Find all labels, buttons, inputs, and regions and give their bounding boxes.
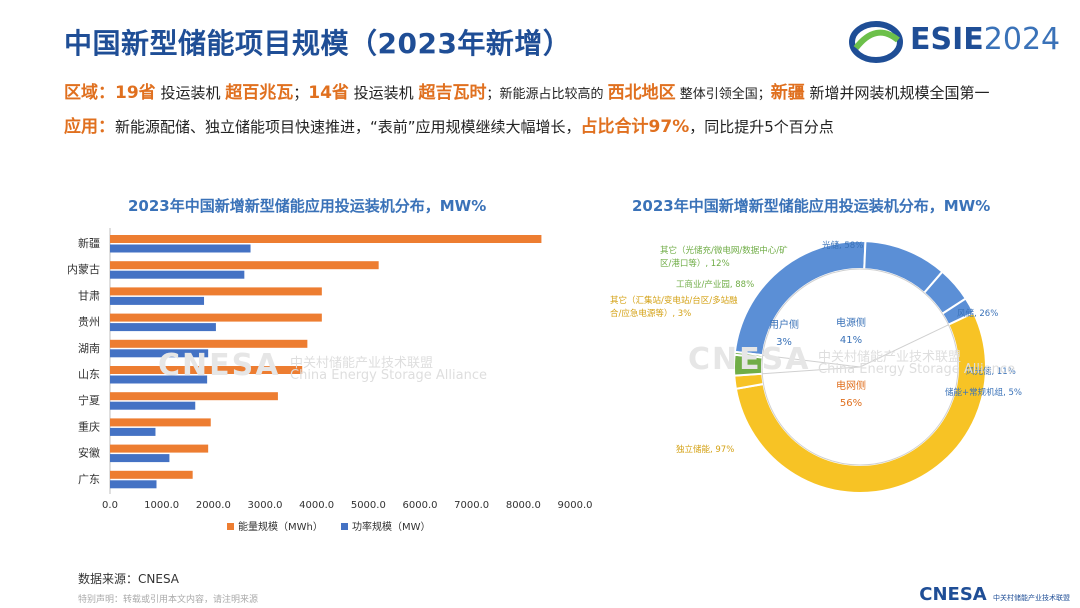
bar-energy bbox=[110, 418, 211, 427]
donut-inner-ring bbox=[761, 268, 959, 466]
bar-category-label: 甘肃 bbox=[78, 289, 100, 302]
bar-category-label: 广东 bbox=[78, 473, 100, 486]
bar-power bbox=[110, 349, 209, 358]
esie-logo: ESIE2024 bbox=[848, 18, 1060, 66]
legend-swatch bbox=[227, 523, 234, 530]
bar-energy bbox=[110, 287, 322, 296]
bar-x-tick-label: 9000.0 bbox=[558, 500, 593, 511]
watermark-left-cn: 中关村储能产业技术联盟 bbox=[290, 356, 434, 371]
bar-category-label: 重庆 bbox=[78, 419, 100, 433]
donut-outer-label: 工商业/产业园, 88% bbox=[676, 279, 754, 290]
bar-category-label: 湖南 bbox=[78, 342, 100, 355]
bar-chart-title: 2023年中国新增新型储能应用投运装机分布，MW% bbox=[128, 197, 487, 215]
bar-energy bbox=[110, 339, 308, 348]
watermark-right-cn: 中关村储能产业技术联盟 bbox=[818, 350, 962, 365]
bar-power bbox=[110, 244, 251, 253]
bar-x-tick-label: 8000.0 bbox=[506, 500, 541, 511]
donut-inner-divider bbox=[762, 366, 861, 375]
bar-energy bbox=[110, 392, 278, 401]
legend-label: 能量规模（MWh） bbox=[238, 520, 323, 533]
esie-logo-text: ESIE2024 bbox=[910, 22, 1061, 57]
bar-power bbox=[110, 480, 157, 489]
bar-x-tick-label: 4000.0 bbox=[299, 500, 334, 511]
bar-x-tick-label: 5000.0 bbox=[351, 500, 386, 511]
bar-power bbox=[110, 454, 170, 463]
data-source: 数据来源：CNESA bbox=[78, 572, 179, 586]
cnesa-footer-logo: CNESA 中关村储能产业技术联盟 bbox=[919, 584, 1070, 605]
bar-x-tick-label: 1000.0 bbox=[144, 500, 179, 511]
bar-category-label: 山东 bbox=[78, 368, 100, 381]
bar-x-tick-label: 6000.0 bbox=[403, 500, 438, 511]
bar-power bbox=[110, 323, 216, 332]
donut-outer-label: 风光储, 11% bbox=[966, 366, 1016, 377]
donut-outer-label: 风储, 26% bbox=[957, 308, 998, 319]
donut-inner-label: 电源侧 bbox=[836, 316, 866, 329]
bar-category-label: 宁夏 bbox=[78, 393, 100, 407]
donut-inner-divider bbox=[762, 354, 861, 368]
bar-category-label: 贵州 bbox=[78, 316, 100, 329]
bar-power bbox=[110, 375, 208, 384]
region-summary: 区域：19省 投运装机 超百兆瓦；14省 投运装机 超吉瓦时；新能源占比较高的 … bbox=[64, 83, 990, 103]
bar-x-tick-label: 0.0 bbox=[102, 500, 118, 511]
donut-inner-pct: 3% bbox=[776, 337, 792, 348]
bar-power bbox=[110, 427, 156, 436]
watermark-left-en: China Energy Storage Alliance bbox=[290, 368, 487, 383]
donut-inner-pct: 56% bbox=[840, 398, 862, 409]
watermark-left: CNESA bbox=[158, 348, 281, 383]
donut-inner-label: 电网侧 bbox=[836, 379, 866, 392]
bar-power bbox=[110, 401, 196, 410]
bar-power bbox=[110, 296, 205, 305]
bar-category-label: 新疆 bbox=[78, 236, 100, 250]
bar-energy bbox=[110, 235, 542, 243]
donut-inner-label: 用户侧 bbox=[769, 318, 799, 331]
watermark-right-en: China Energy Storage Alliance bbox=[818, 362, 1015, 377]
legend-label: 功率规模（MW） bbox=[352, 520, 431, 533]
watermark-right: CNESA bbox=[688, 342, 811, 377]
bar-x-tick-label: 3000.0 bbox=[248, 500, 283, 511]
bar-energy bbox=[110, 366, 303, 374]
bar-category-label: 内蒙古 bbox=[67, 262, 100, 276]
bar-energy bbox=[110, 470, 193, 479]
bar-category-label: 安徽 bbox=[78, 446, 100, 460]
page-title: 中国新型储能项目规模（2023年新增） bbox=[64, 27, 572, 60]
bar-x-tick-label: 2000.0 bbox=[196, 500, 231, 511]
bar-power bbox=[110, 270, 245, 279]
donut-inner-divider bbox=[859, 324, 949, 368]
donut-inner-pct: 41% bbox=[840, 335, 862, 346]
legend-swatch bbox=[341, 523, 348, 530]
donut-outer-label: 其它（光储充/微电网/数据中心/矿区/港口等）, 12% bbox=[660, 245, 788, 269]
donut-chart-title: 2023年中国新增新型储能应用投运装机分布，MW% bbox=[632, 197, 991, 215]
esie-logo-icon bbox=[849, 21, 903, 63]
bar-energy bbox=[110, 444, 209, 453]
bar-energy bbox=[110, 313, 322, 322]
donut-outer-label: 独立储能, 97% bbox=[676, 444, 734, 455]
donut-outer-label: 其它（汇集站/变电站/台区/多站融合/应急电源等）, 3% bbox=[610, 295, 738, 319]
donut-outer-label: 光储, 58% bbox=[822, 240, 863, 251]
application-summary: 应用：新能源配储、独立储能项目快速推进，“表前”应用规模继续大幅增长，占比合计9… bbox=[64, 117, 834, 137]
bar-x-tick-label: 7000.0 bbox=[454, 500, 489, 511]
bar-energy bbox=[110, 261, 379, 270]
disclaimer: 特别声明：转载或引用本文内容，请注明来源 bbox=[78, 595, 259, 605]
donut-outer-label: 储能+常规机组, 5% bbox=[945, 387, 1022, 398]
